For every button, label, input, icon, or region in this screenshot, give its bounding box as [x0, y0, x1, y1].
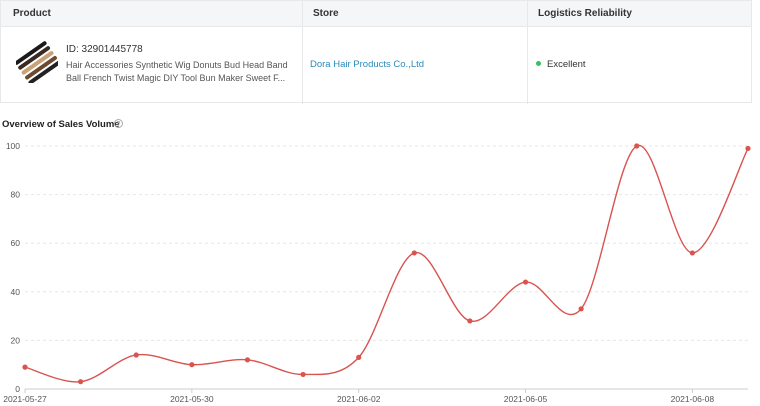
store-link[interactable]: Dora Hair Products Co.,Ltd: [310, 59, 425, 70]
x-tick-label: 2021-06-08: [671, 394, 715, 404]
data-point: [244, 357, 251, 363]
header-logistics: Logistics Reliability: [538, 8, 632, 19]
data-point: [189, 362, 195, 368]
header-product: Product: [13, 8, 51, 19]
data-point: [689, 250, 695, 256]
logistics-status: Excellent: [536, 59, 586, 70]
question-circle-icon[interactable]: ?: [114, 119, 123, 128]
x-tick-label: 2021-05-30: [170, 394, 214, 404]
sales-volume-chart: 0 20 40 60 80 100 2021-05-27 2021-05-30 2021-06-…: [3, 141, 751, 404]
y-tick-label: 80: [11, 190, 21, 200]
x-tick-label: 2021-06-05: [504, 394, 548, 404]
logistics-status-label: Excellent: [547, 59, 586, 70]
x-tick-label: 2021-05-27: [3, 394, 47, 404]
product-thumbnail[interactable]: [16, 41, 58, 83]
y-tick-label: 40: [11, 287, 21, 297]
header-store: Store: [313, 8, 339, 19]
data-point: [22, 364, 28, 370]
data-point: [467, 318, 473, 324]
data-point: [745, 145, 751, 152]
y-tick-label: 100: [6, 141, 20, 151]
table-header: Product Store Logistics Reliability: [1, 1, 751, 27]
data-point: [356, 354, 362, 361]
column-divider: [527, 1, 528, 104]
product-table: Product Store Logistics Reliability: [0, 0, 752, 104]
data-point: [300, 371, 306, 378]
data-point: [522, 279, 529, 285]
status-dot-icon: [536, 60, 541, 66]
data-point: [78, 379, 84, 385]
chart-title: Overview of Sales Volume: [2, 119, 120, 130]
y-tick-label: 0: [15, 384, 20, 394]
product-name[interactable]: Hair Accessories Synthetic Wig Donuts Bu…: [66, 60, 288, 83]
data-point: [411, 250, 417, 256]
data-point: [578, 306, 584, 312]
sales-line: [24, 145, 749, 383]
y-tick-label: 20: [11, 335, 21, 345]
column-divider: [302, 1, 303, 104]
y-tick-label: 60: [11, 238, 21, 248]
x-tick-label: 2021-06-02: [337, 394, 381, 404]
product-id: ID: 32901445778: [66, 44, 143, 55]
data-point: [133, 352, 139, 358]
data-point: [634, 143, 640, 149]
